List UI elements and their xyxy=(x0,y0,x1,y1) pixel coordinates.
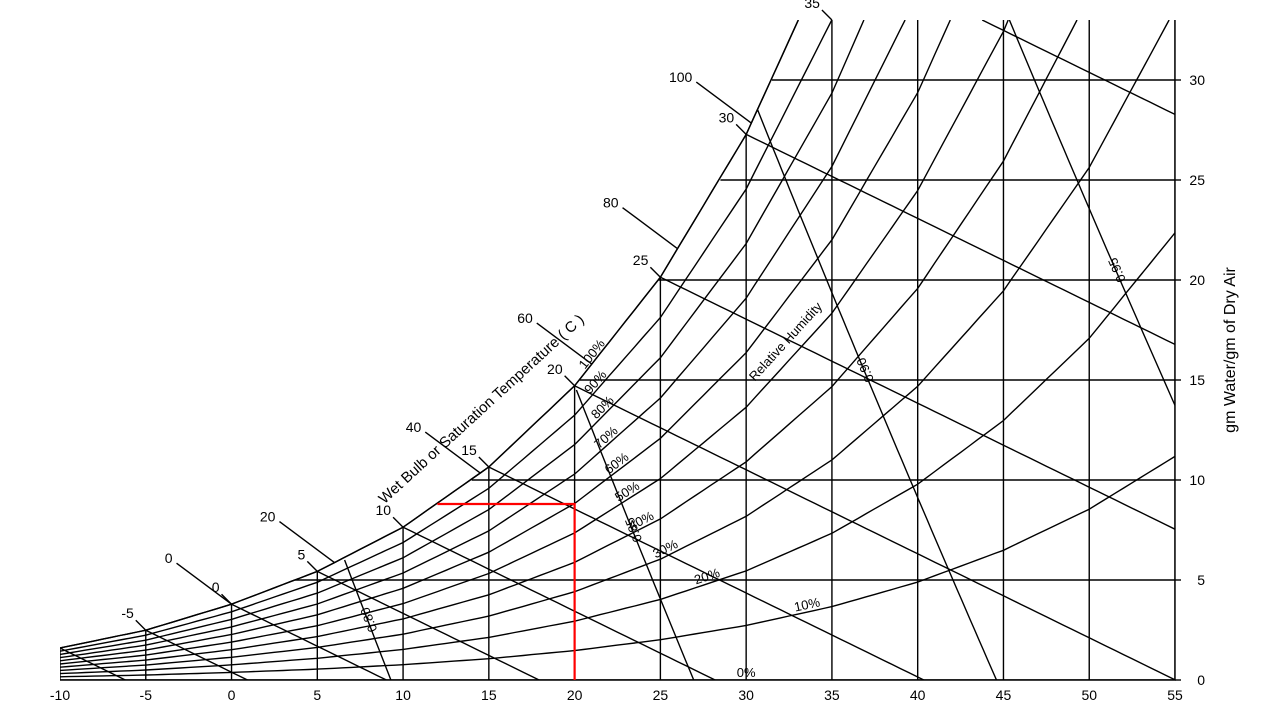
rh-label-60: 60% xyxy=(602,449,632,477)
rh-curve-60 xyxy=(60,20,950,661)
x-tick-15: 15 xyxy=(481,687,497,703)
highlight-path xyxy=(437,504,574,680)
x-tick-35: 35 xyxy=(824,687,840,703)
rh-axis-label: Relative Humidity xyxy=(746,299,826,384)
enthalpy-leader-80 xyxy=(623,208,678,249)
enthalpy-label-20: 20 xyxy=(260,509,276,525)
rh-label-0: 0% xyxy=(737,665,756,680)
rh-curve-30 xyxy=(60,20,1169,670)
enthalpy-leader-20 xyxy=(279,522,334,563)
rh-label-10: 10% xyxy=(793,594,822,614)
rh-label-50: 50% xyxy=(612,478,642,505)
y-tick-15: 15 xyxy=(1189,372,1205,388)
x-tick-30: 30 xyxy=(738,687,754,703)
x-tick--5: -5 xyxy=(140,687,153,703)
grid xyxy=(60,20,1175,680)
wetbulb-tick-25: 25 xyxy=(633,252,649,268)
x-tick-45: 45 xyxy=(996,687,1012,703)
x-tick-5: 5 xyxy=(313,687,321,703)
psychrometric-chart: 0%10%20%30%40%50%60%70%80%90%100%Relativ… xyxy=(0,0,1280,720)
x-tick-40: 40 xyxy=(910,687,926,703)
wetbulb-line-20 xyxy=(575,386,1175,680)
rh-label-80: 80% xyxy=(588,392,617,421)
enthalpy-leader-0 xyxy=(177,563,232,604)
wetbulb-tick--5: -5 xyxy=(121,605,134,621)
enthalpy-label-100: 100 xyxy=(669,69,693,85)
x-tick-20: 20 xyxy=(567,687,583,703)
x-tick-10: 10 xyxy=(395,687,411,703)
rh-curve-40 xyxy=(60,20,1077,667)
rh-curve-50 xyxy=(60,20,1008,664)
y-tick-5: 5 xyxy=(1197,572,1205,588)
y-axis-label: gm Water/gm of Dry Air xyxy=(1222,267,1239,433)
x-tick-25: 25 xyxy=(653,687,669,703)
wetbulb-tick-0: 0 xyxy=(212,579,220,595)
x-tick--10: -10 xyxy=(50,687,70,703)
wetbulb-tick-5: 5 xyxy=(298,546,306,562)
enthalpy-label-60: 60 xyxy=(517,310,533,326)
y-tick-0: 0 xyxy=(1197,672,1205,688)
curves xyxy=(60,20,1175,680)
enthalpy-label-40: 40 xyxy=(406,419,422,435)
wetbulb-tick-15: 15 xyxy=(461,442,477,458)
wetbulb-line--5 xyxy=(146,630,248,680)
rh-label-100: 100% xyxy=(575,336,608,372)
specvol-line-0.9 xyxy=(758,110,997,680)
y-tick-30: 30 xyxy=(1189,72,1205,88)
enthalpy-label-0: 0 xyxy=(165,550,173,566)
y-tick-25: 25 xyxy=(1189,172,1205,188)
enthalpy-label-80: 80 xyxy=(603,195,619,211)
rh-label-70: 70% xyxy=(591,423,621,452)
wetbulb-line-35 xyxy=(982,20,1175,114)
wetbulb-tick-20: 20 xyxy=(547,361,563,377)
y-tick-20: 20 xyxy=(1189,272,1205,288)
rh-curve-90 xyxy=(60,20,832,651)
x-tick-0: 0 xyxy=(228,687,236,703)
wetbulb-tick-30: 30 xyxy=(719,109,735,125)
wetbulb-tick-35: 35 xyxy=(804,0,820,11)
wetbulb-axis-label: Wet Bulb or Saturation Temperature ( C ) xyxy=(375,311,587,507)
x-tick-50: 50 xyxy=(1081,687,1097,703)
y-tick-10: 10 xyxy=(1189,472,1205,488)
specvol-line-0.95 xyxy=(1009,20,1175,405)
x-tick-55: 55 xyxy=(1167,687,1183,703)
rh-curve-80 xyxy=(60,20,864,654)
